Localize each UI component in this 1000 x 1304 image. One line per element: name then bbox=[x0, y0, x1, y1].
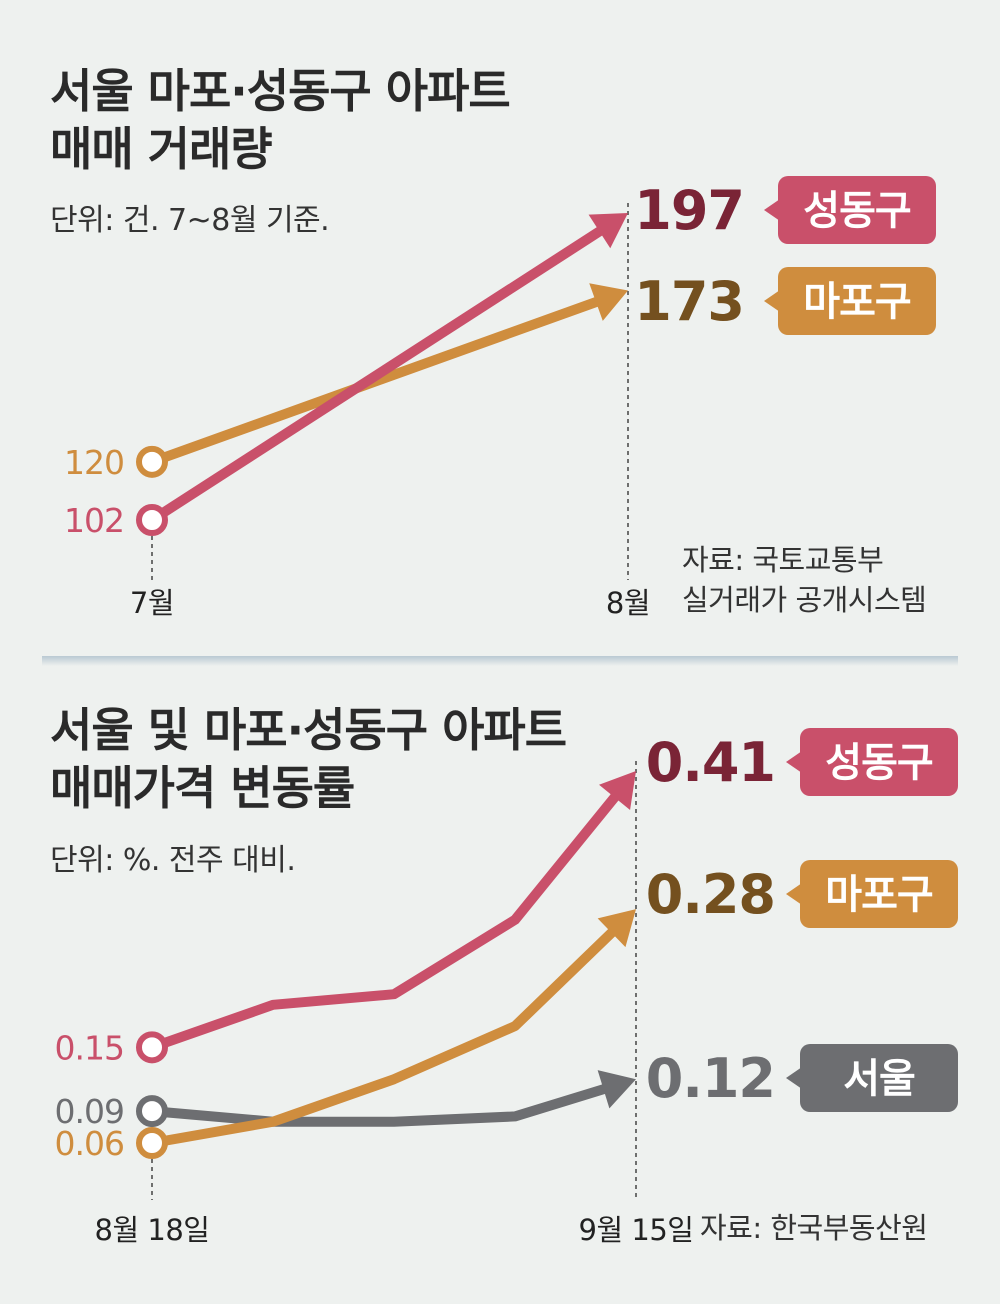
top-source-line-2: 실거래가 공개시스템 bbox=[682, 583, 927, 617]
series-name-label: 마포구 bbox=[803, 279, 911, 325]
series-name-label: 성동구 bbox=[803, 188, 911, 234]
series-line-서울 bbox=[151, 1083, 607, 1127]
series-tag-box bbox=[800, 728, 958, 796]
end-value-label-마포구: 173 bbox=[634, 270, 744, 333]
top-chart-title: 서울 마포·성동구 아파트 매매 거래량 bbox=[50, 62, 511, 178]
series-tag-마포구: 마포구 bbox=[786, 860, 958, 928]
series-tag-box bbox=[778, 267, 936, 335]
top-chart-title-line-2: 매매 거래량 bbox=[50, 122, 273, 176]
series-line-마포구 bbox=[151, 927, 617, 1148]
x-tick-label: 7월 bbox=[130, 586, 174, 620]
arrowhead-서울 bbox=[597, 1070, 636, 1109]
arrowhead-성동구 bbox=[588, 213, 628, 249]
start-value-label-성동구: 102 bbox=[64, 501, 124, 540]
series-tag-pointer bbox=[786, 883, 802, 905]
series-tag-pointer bbox=[764, 199, 780, 221]
start-value-label-서울: 0.09 bbox=[55, 1092, 124, 1131]
start-value-label-성동구: 0.15 bbox=[55, 1028, 124, 1067]
arrowhead-성동구 bbox=[599, 771, 636, 810]
start-point-마포구 bbox=[136, 445, 168, 478]
end-value-label-마포구: 0.28 bbox=[646, 863, 775, 926]
arrowhead-마포구 bbox=[597, 909, 636, 948]
end-value-label-성동구: 0.41 bbox=[646, 731, 775, 794]
start-value-label-마포구: 0.06 bbox=[55, 1124, 124, 1163]
series-line-성동구 bbox=[150, 792, 620, 1053]
series-tag-성동구: 성동구 bbox=[786, 728, 958, 796]
top-chart-source: 자료: 국토교통부 실거래가 공개시스템 bbox=[682, 540, 927, 620]
series-name-label: 성동구 bbox=[825, 740, 933, 786]
start-point-성동구 bbox=[136, 1031, 168, 1064]
bottom-chart-unit: 단위: %. 전주 대비. bbox=[50, 843, 296, 878]
series-tag-pointer bbox=[786, 1067, 802, 1089]
bottom-source-line-1: 자료: 한국부동산원 bbox=[700, 1211, 928, 1245]
series-tag-pointer bbox=[786, 751, 802, 773]
section-divider bbox=[42, 656, 958, 666]
end-value-label-성동구: 197 bbox=[634, 179, 744, 242]
x-tick-label: 9월 15일 bbox=[579, 1213, 694, 1247]
bottom-chart-source: 자료: 한국부동산원 bbox=[700, 1208, 928, 1248]
x-tick-label: 8월 bbox=[606, 586, 650, 620]
start-point-성동구 bbox=[136, 504, 168, 536]
top-chart-unit: 단위: 건. 7~8월 기준. bbox=[50, 203, 330, 238]
series-tag-box bbox=[778, 176, 936, 244]
bottom-chart-title: 서울 및 마포·성동구 아파트 매매가격 변동률 bbox=[50, 701, 567, 817]
start-point-서울 bbox=[136, 1095, 168, 1128]
transaction-volume-panel: 서울 마포·성동구 아파트 매매 거래량 단위: 건. 7~8월 기준. 7월 8… bbox=[0, 0, 1000, 650]
bottom-chart-title-line-2: 매매가격 변동률 bbox=[50, 761, 355, 815]
bottom-line-chart: 8월 18일 9월 15일 0.15 0.060.09 0.41 성동구 0.28 마포구 0… bbox=[55, 728, 958, 1247]
bottom-chart-title-line-1: 서울 및 마포·성동구 아파트 bbox=[50, 703, 567, 757]
start-point-마포구 bbox=[136, 1127, 168, 1159]
series-name-label: 마포구 bbox=[825, 872, 933, 918]
top-line-chart: 7월 8월 102 120 197 성동구 173 마포구 bbox=[64, 176, 936, 620]
price-change-panel: 서울 및 마포·성동구 아파트 매매가격 변동률 단위: %. 전주 대비. 8… bbox=[0, 665, 1000, 1304]
arrowhead-마포구 bbox=[589, 283, 628, 321]
series-tag-마포구: 마포구 bbox=[764, 267, 936, 335]
start-value-label-마포구: 120 bbox=[64, 443, 124, 482]
top-chart-title-line-1: 서울 마포·성동구 아파트 bbox=[50, 64, 511, 118]
series-tag-성동구: 성동구 bbox=[764, 176, 936, 244]
top-source-line-1: 자료: 국토교통부 bbox=[682, 543, 884, 577]
series-tag-box bbox=[800, 860, 958, 928]
series-tag-box bbox=[800, 1044, 958, 1112]
series-tag-서울: 서울 bbox=[786, 1044, 958, 1112]
series-line-성동구 bbox=[149, 226, 604, 525]
x-tick-label: 8월 18일 bbox=[95, 1213, 210, 1247]
series-tag-pointer bbox=[764, 290, 780, 312]
end-value-label-서울: 0.12 bbox=[646, 1047, 775, 1110]
series-name-label: 서울 bbox=[843, 1056, 915, 1102]
